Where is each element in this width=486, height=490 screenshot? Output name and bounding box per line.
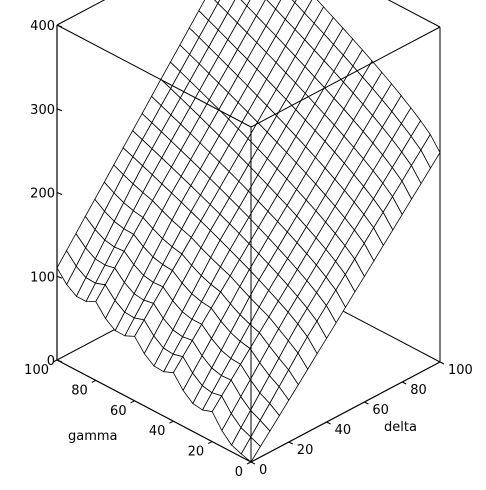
z-tick-label: 200 — [30, 187, 55, 202]
delta-tick — [250, 461, 256, 465]
z-tick — [56, 359, 63, 363]
z-tick-label: 400 — [30, 19, 55, 34]
gamma-tick — [246, 461, 252, 465]
box-edge — [56, 0, 106, 26]
gamma-tick-label: 100 — [24, 363, 49, 378]
z-tick-label: 300 — [30, 103, 55, 118]
z-tick — [56, 24, 63, 28]
delta-tick-label: 80 — [410, 383, 427, 398]
gamma-tick-label: 40 — [149, 424, 166, 439]
gamma-axis-line — [56, 359, 252, 463]
gamma-axis-label: gamma — [68, 429, 118, 444]
delta-tick — [326, 421, 331, 425]
box-edge — [387, 0, 441, 28]
delta-tick-label: 0 — [259, 463, 267, 478]
delta-tick-label: 40 — [335, 423, 352, 438]
gamma-tick-label: 80 — [71, 383, 88, 398]
z-tick — [56, 192, 63, 195]
gamma-tick-label: 0 — [235, 465, 243, 480]
gamma-tick — [91, 379, 97, 383]
delta-tick — [288, 441, 294, 445]
gamma-tick-label: 20 — [188, 445, 205, 460]
box-edge — [56, 24, 252, 128]
surface-cell — [240, 0, 251, 7]
box-edge — [250, 26, 441, 128]
delta-axis-label: delta — [384, 420, 417, 435]
z-tick-label: 100 — [30, 270, 55, 285]
delta-tick — [401, 381, 407, 385]
gamma-tick — [169, 420, 174, 424]
z-tick-label: 0 — [47, 354, 55, 369]
delta-tick — [439, 361, 445, 365]
delta-axis-line — [250, 361, 441, 463]
delta-tick-label: 60 — [372, 403, 389, 418]
gamma-tick-label: 60 — [110, 404, 127, 419]
gamma-tick — [52, 359, 58, 363]
gamma-tick — [130, 400, 135, 404]
delta-tick-label: 20 — [297, 443, 314, 458]
delta-tick — [364, 401, 369, 405]
z-tick — [56, 275, 63, 279]
gamma-tick — [207, 441, 213, 445]
delta-tick-label: 100 — [448, 363, 473, 378]
z-tick — [56, 108, 63, 112]
